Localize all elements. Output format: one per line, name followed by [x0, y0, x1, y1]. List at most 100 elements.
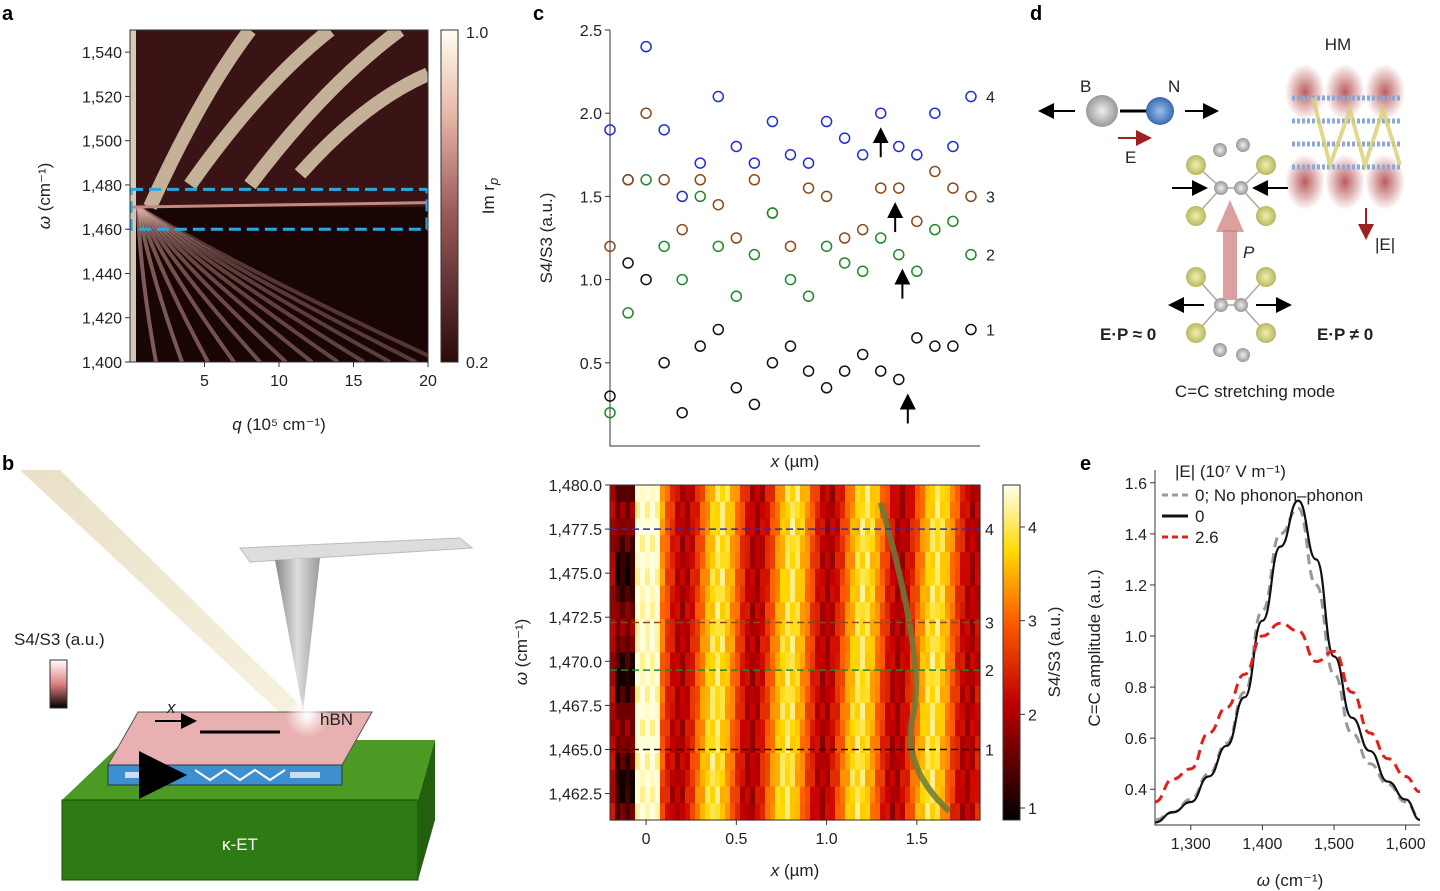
xtick-label-c-bottom: 0.5	[725, 831, 747, 848]
heatmap-cell	[690, 585, 696, 603]
resonance-trace	[877, 501, 952, 814]
heatmap-cell	[885, 786, 891, 804]
heatmap-cell	[935, 686, 941, 704]
heatmap-cell	[750, 786, 756, 804]
heatmap-cell	[935, 585, 941, 603]
heatmap-cell	[780, 753, 786, 771]
heatmap-cell	[665, 552, 671, 570]
heatmap-cell	[645, 635, 651, 654]
heatmap-cell	[955, 535, 961, 553]
heatmap-cell	[835, 669, 841, 687]
heatmap-cell	[860, 769, 866, 788]
heatmap-cell	[820, 686, 826, 704]
heatmap-cell	[645, 602, 651, 620]
dispersion-branch-upper	[143, 30, 256, 210]
heatmap-cell	[680, 501, 686, 520]
heatmap-cell	[615, 485, 621, 503]
heatmap-cell	[840, 786, 846, 804]
heatmap-cell	[940, 485, 946, 503]
heatmap-cell	[830, 585, 836, 603]
heatmap-cell	[775, 602, 781, 620]
heatmap-cell	[885, 535, 891, 553]
heatmap-cell	[760, 719, 766, 737]
heatmap-cell	[810, 803, 816, 821]
heatmap-cell	[815, 501, 821, 520]
heatmap-cell	[840, 619, 846, 637]
heatmap-cell	[720, 501, 726, 520]
heatmap-cell	[845, 535, 851, 553]
heatmap-cell	[830, 719, 836, 737]
heatmap-cell	[625, 501, 631, 520]
heatmap-cell	[730, 719, 736, 737]
heatmap-cell	[955, 702, 961, 721]
heatmap-cell	[810, 585, 816, 603]
heatmap-cell	[905, 736, 911, 754]
heatmap-cell	[850, 803, 856, 821]
heatmap-cell	[745, 786, 751, 804]
heatmap-cell	[945, 652, 951, 670]
heatmap-cell	[740, 602, 746, 620]
heatmap-cell	[935, 669, 941, 687]
data-point-series-3	[802, 182, 815, 194]
heatmap-cell	[875, 485, 881, 503]
heatmap-cell	[900, 702, 906, 721]
heatmap-cell	[685, 652, 691, 670]
heatmap-cell	[690, 669, 696, 687]
heatmap-cell	[900, 719, 906, 737]
heatmap-cell	[820, 501, 826, 520]
heatmap-cell	[620, 652, 626, 670]
heatmap-cell	[850, 635, 856, 654]
heatmap-cell	[780, 635, 786, 654]
data-point-series-4	[929, 107, 941, 119]
heatmap-cell	[955, 669, 961, 687]
heatmap-cell	[625, 535, 631, 553]
heatmap-cell	[705, 719, 711, 737]
heatmap-cell	[805, 518, 811, 536]
heatmap-cell	[610, 736, 616, 754]
heatmap-cell	[615, 702, 621, 721]
heatmap-cell	[945, 686, 951, 704]
heatmap-cell	[945, 753, 951, 771]
heatmap-cell	[860, 686, 866, 704]
heatmap-cell	[790, 635, 796, 654]
heatmap-cell	[785, 501, 791, 520]
data-point-series-2	[676, 273, 688, 286]
legend-title: |E| (10⁷ V m⁻¹)	[1175, 462, 1286, 481]
heatmap-cell	[860, 568, 866, 587]
heatmap-cell	[785, 719, 791, 737]
heatmap-cell	[630, 552, 636, 570]
heatmap-cell	[735, 501, 741, 520]
heatmap-cell	[830, 803, 836, 821]
heatmap-cell	[845, 736, 851, 754]
heatmap-cell	[975, 619, 981, 637]
heatmap-cell	[740, 535, 746, 553]
heatmap-cell	[905, 652, 911, 670]
heatmap-cell	[885, 652, 891, 670]
heatmap-cell	[740, 552, 746, 570]
heatmap-cell	[940, 501, 946, 520]
ytick-label-a: 1,400	[82, 355, 122, 372]
heatmap-cell	[670, 518, 676, 536]
heatmap-cell	[690, 602, 696, 620]
heatmap-cell	[930, 619, 936, 637]
heatmap-cell	[785, 619, 791, 637]
heatmap-cell	[615, 602, 621, 620]
heatmap-cell	[665, 501, 671, 520]
heatmap-cell	[725, 702, 731, 721]
heatmap-cell	[885, 568, 891, 587]
heatmap-cell	[965, 619, 971, 637]
heatmap-cell	[960, 619, 966, 637]
heatmap-cell	[935, 602, 941, 620]
heatmap-cell	[850, 669, 856, 687]
heatmap-cell	[680, 518, 686, 536]
heatmap-cell	[760, 803, 766, 821]
heatmap-cell	[840, 769, 846, 788]
dispersion-branch	[136, 206, 184, 362]
heatmap-cell	[765, 652, 771, 670]
heatmap-cell	[745, 686, 751, 704]
heatmap-cell	[675, 736, 681, 754]
heatmap-cell	[745, 485, 751, 503]
panel-a-dispersion-map: 5 10 15 201,4001,4201,4401,4601,4801,5001,5…	[35, 25, 501, 434]
heatmap-cell	[870, 602, 876, 620]
heatmap-cell	[720, 803, 726, 821]
